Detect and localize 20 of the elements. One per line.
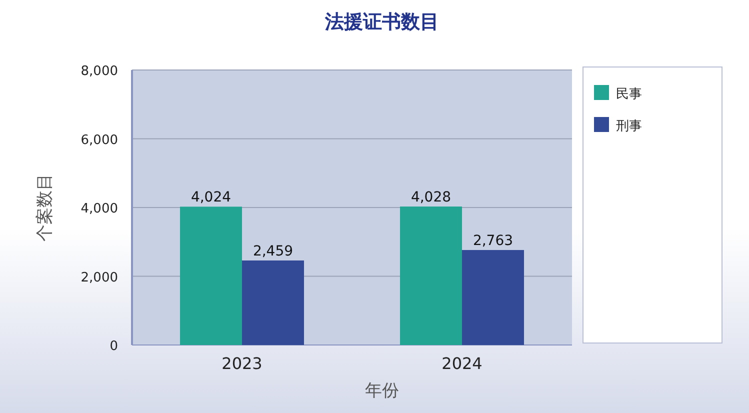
x-tick-label: 2024 (442, 354, 482, 373)
data-label: 2,459 (252, 243, 294, 260)
y-tick-label: 6,000 (80, 132, 118, 148)
y-tick-label: 8,000 (80, 64, 118, 79)
y-tick-label: 2,000 (80, 270, 118, 286)
y-axis-title: 个案数目 (35, 174, 55, 242)
x-tick-label: 2023 (222, 354, 262, 373)
data-label: 2,763 (472, 233, 514, 250)
bar (400, 206, 462, 345)
data-label: 4,028 (410, 190, 452, 206)
bar (180, 206, 242, 345)
bar (462, 250, 524, 345)
bar (242, 260, 304, 345)
data-label: 4,024 (190, 190, 232, 206)
x-axis-title: 年份 (365, 381, 399, 401)
y-tick-label: 0 (110, 339, 118, 354)
legend-label: 刑事 (616, 119, 642, 134)
legend-label: 民事 (616, 87, 642, 102)
y-tick-label: 4,000 (80, 202, 118, 216)
chart-title: 法援证书数目 (324, 11, 439, 33)
